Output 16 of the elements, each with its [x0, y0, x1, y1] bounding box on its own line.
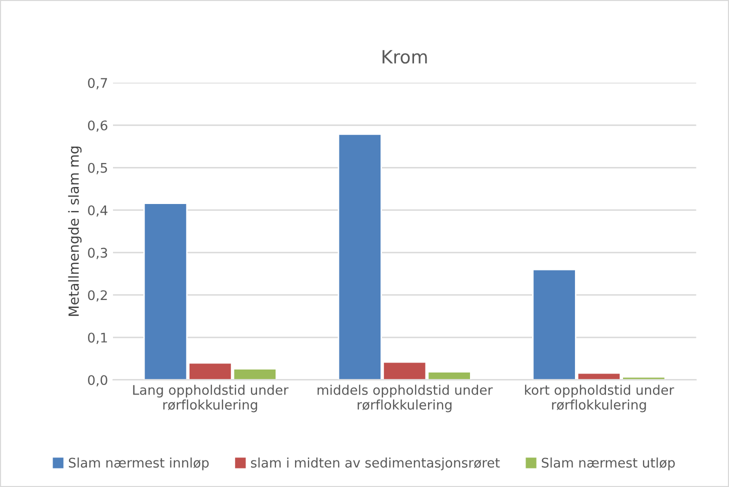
legend-label: Slam nærmest innløp: [68, 457, 209, 470]
y-axis-title: Metallmengde i slam mg: [68, 146, 82, 316]
y-tick-label: 0,3: [88, 248, 108, 260]
x-tick-label: Lang oppholdstid under rørflokkulering: [133, 384, 288, 412]
y-tick-label: 0,5: [88, 162, 107, 174]
y-tick-label: 0,4: [88, 205, 108, 217]
chart-title: Krom: [382, 50, 427, 64]
y-tick-label: 0,1: [88, 332, 107, 344]
x-tick-label: middels oppholdstid under rørflokkulering: [318, 384, 493, 412]
y-tick-label: 0,2: [88, 290, 107, 302]
legend-label: Slam nærmest utløp: [542, 457, 675, 470]
y-tick-label: 0,7: [88, 78, 108, 90]
y-tick-label: 0,0: [88, 375, 108, 386]
y-tick-label: 0,6: [88, 120, 108, 132]
x-tick-label: kort oppholdstid under rørflokkulering: [525, 384, 674, 412]
legend-label: slam i midten av sedimentasjonsrøret: [251, 457, 500, 470]
